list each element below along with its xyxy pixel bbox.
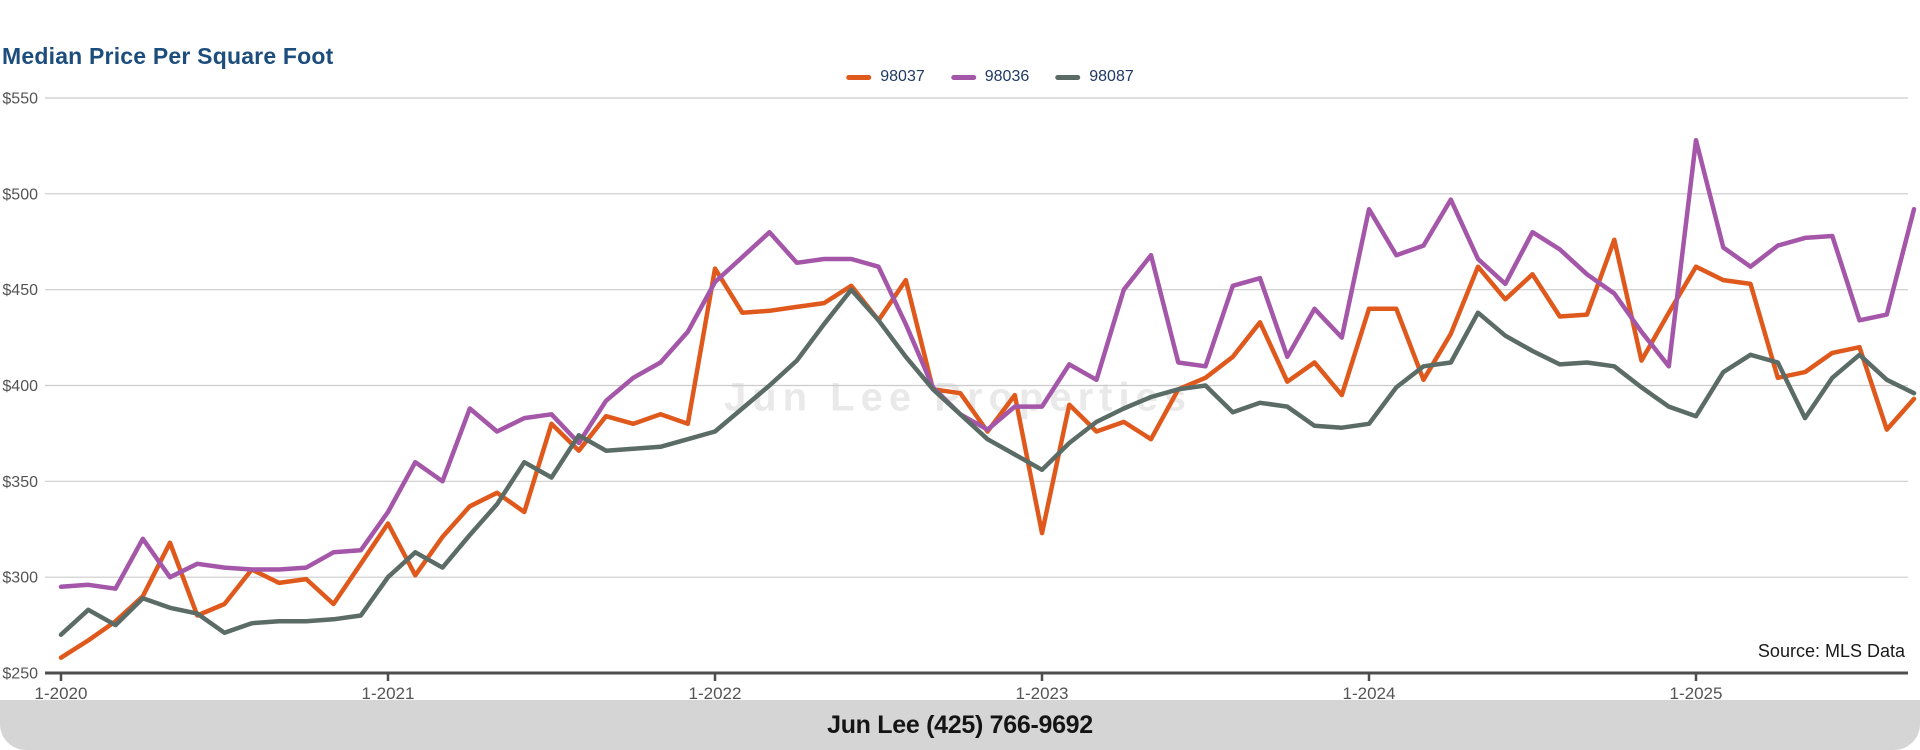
x-tick-label: 1-2022 bbox=[689, 684, 742, 700]
x-tick-label: 1-2023 bbox=[1016, 684, 1069, 700]
y-tick-label: $300 bbox=[2, 570, 38, 587]
y-tick-label: $500 bbox=[2, 186, 38, 203]
y-tick-label: $350 bbox=[2, 474, 38, 491]
footer-bar: Jun Lee (425) 766-9692 bbox=[0, 700, 1920, 750]
x-tick-label: 1-2020 bbox=[35, 684, 88, 700]
y-tick-label: $450 bbox=[2, 282, 38, 299]
x-tick-label: 1-2024 bbox=[1343, 684, 1396, 700]
legend-swatch-orange bbox=[846, 74, 872, 80]
series-line-98087 bbox=[58, 287, 1917, 637]
series-line-98037 bbox=[58, 237, 1917, 660]
legend-label: 98036 bbox=[984, 68, 1030, 85]
chart-title: Median Price Per Square Foot bbox=[2, 43, 334, 69]
series-line-98036 bbox=[58, 137, 1917, 591]
y-tick-label: $400 bbox=[2, 378, 38, 395]
y-tick-label: $250 bbox=[2, 666, 38, 683]
footer-contact-text: Jun Lee (425) 766-9692 bbox=[827, 710, 1093, 739]
source-note: Source: MLS Data bbox=[1757, 641, 1905, 661]
x-tick-label: 1-2021 bbox=[362, 684, 415, 700]
legend-swatch-gray bbox=[1055, 74, 1081, 80]
legend-label: 98037 bbox=[880, 68, 925, 85]
legend-item-98036[interactable]: 98036 bbox=[950, 68, 1030, 86]
legend: 98037 98036 98087 bbox=[846, 68, 1134, 86]
legend-swatch-purple bbox=[950, 74, 976, 80]
legend-item-98037[interactable]: 98037 bbox=[846, 68, 925, 86]
legend-item-98087[interactable]: 98087 bbox=[1055, 68, 1134, 86]
legend-label: 98087 bbox=[1089, 68, 1134, 85]
y-tick-label: $550 bbox=[2, 91, 38, 108]
x-tick-label: 1-2025 bbox=[1670, 684, 1723, 700]
